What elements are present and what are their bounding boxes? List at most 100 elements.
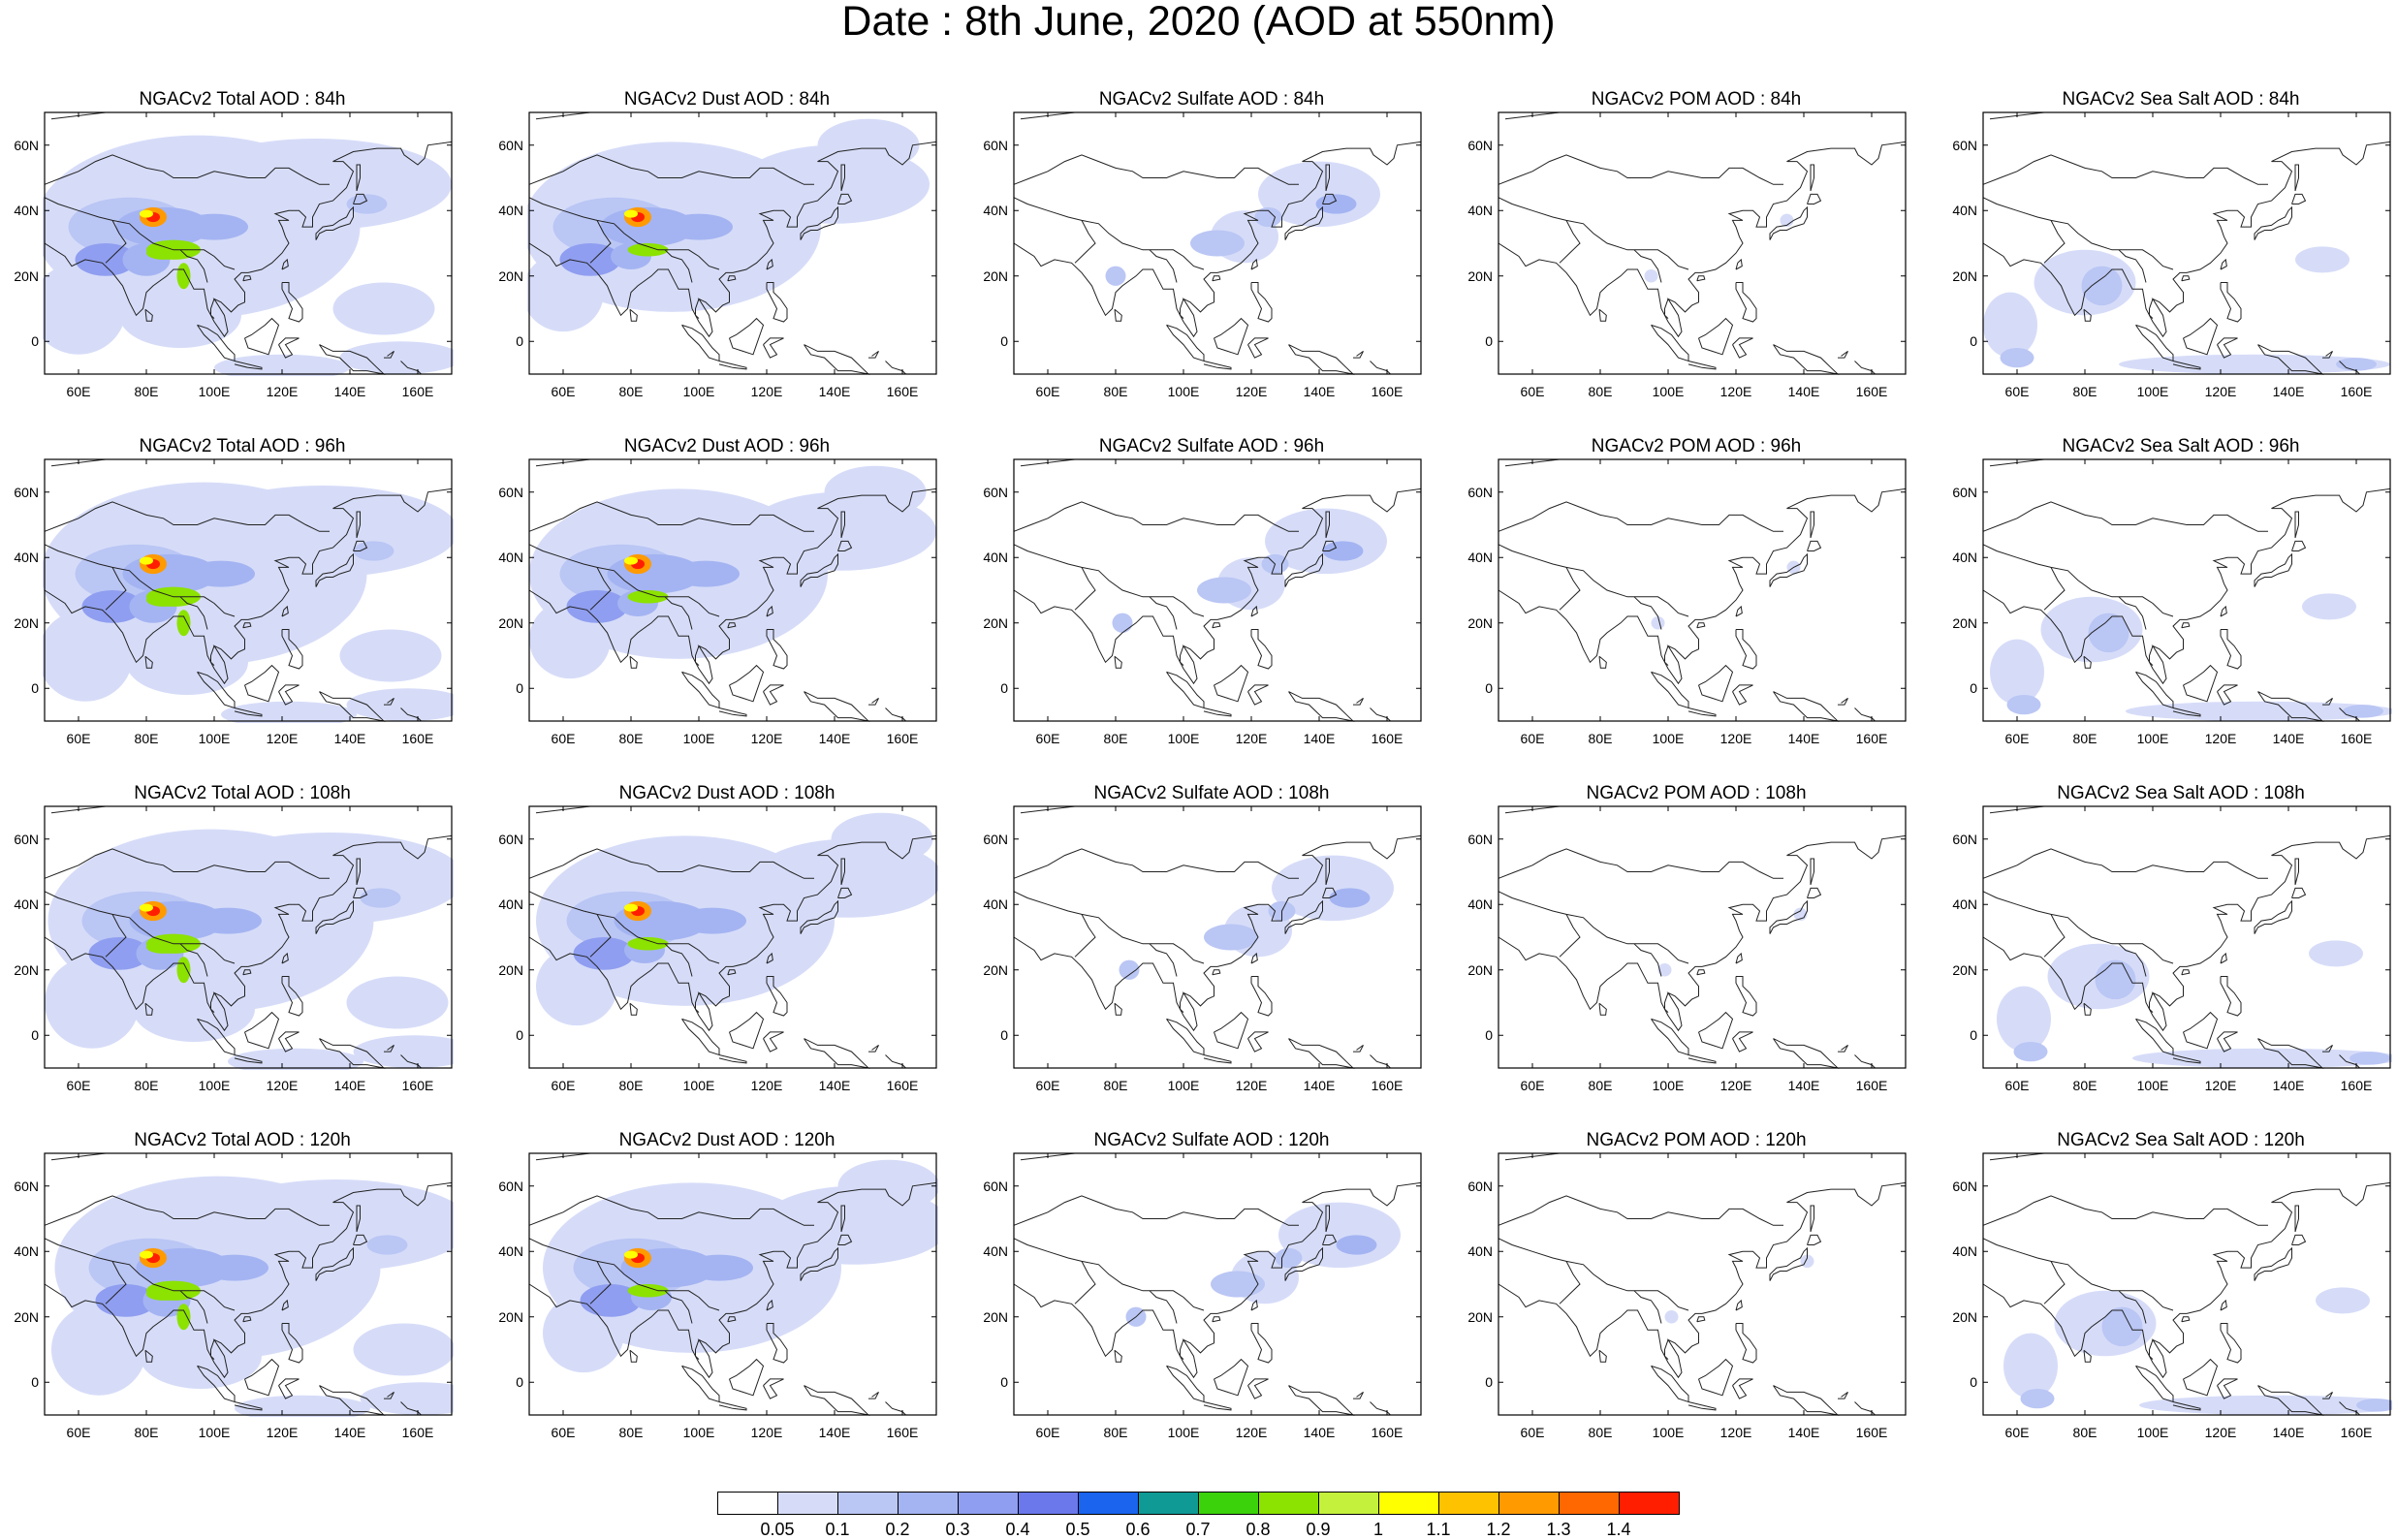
- lon-tick-label: 80E: [2072, 731, 2097, 746]
- aod-map: [43, 111, 454, 376]
- aod-field-plume: [140, 556, 153, 565]
- coastline: [234, 707, 263, 717]
- lon-tick-label: 120E: [750, 384, 783, 399]
- lat-tick-label: 60N: [983, 831, 1008, 847]
- aod-field-background: [353, 1323, 454, 1376]
- aod-field-plume: [573, 937, 635, 970]
- coastline: [1773, 1038, 1840, 1069]
- aod-field-plume: [1336, 1235, 1377, 1255]
- coastline: [1250, 258, 1258, 270]
- lon-tick-label: 60E: [1035, 731, 1060, 746]
- coastline: [1854, 1401, 1876, 1416]
- coastline: [2254, 1246, 2292, 1281]
- colorbar-swatch: [1018, 1492, 1079, 1515]
- lon-tick-label: 140E: [2272, 1078, 2305, 1093]
- panel-title: NGACv2 Sulfate AOD : 108h: [1093, 783, 1330, 803]
- coastline: [1250, 952, 1258, 964]
- coastline: [1166, 324, 1205, 362]
- lat-tick-label: 20N: [1467, 1308, 1493, 1325]
- lat-tick-label: 20N: [983, 267, 1008, 284]
- lat-tick-label: 40N: [1467, 203, 1493, 219]
- coastline: [1013, 834, 1422, 1032]
- aod-field-background: [43, 263, 126, 355]
- lon-tick-label: 120E: [266, 384, 299, 399]
- coastline: [2294, 164, 2299, 192]
- panel-title: NGACv2 Total AOD : 96h: [139, 436, 346, 456]
- lon-tick-label: 100E: [1652, 1078, 1685, 1093]
- coastline: [1166, 1018, 1205, 1056]
- lat-tick-label: 60N: [1467, 137, 1493, 153]
- lat-tick-label: 40N: [983, 896, 1008, 913]
- coastline: [1013, 501, 1299, 532]
- coastline: [2118, 596, 2147, 630]
- lat-tick-label: 20N: [14, 1308, 39, 1325]
- aod-field-background: [43, 610, 133, 702]
- aod-field-background: [228, 1048, 363, 1070]
- coastline: [528, 1238, 720, 1311]
- lon-tick-label: 160E: [886, 1078, 919, 1093]
- coastline: [1020, 1152, 1099, 1161]
- coastline: [1838, 1391, 1848, 1399]
- colorbar-label: 1.1: [1426, 1520, 1451, 1539]
- lat-tick-label: 60N: [1952, 137, 1977, 153]
- aod-map: [1982, 111, 2391, 375]
- aod-field-plume: [176, 263, 191, 290]
- coastline: [727, 1316, 737, 1323]
- coastline: [353, 887, 368, 898]
- lat-tick-label: 40N: [1467, 1243, 1493, 1260]
- coastline: [885, 1401, 906, 1416]
- coastline: [729, 317, 765, 356]
- coastline: [1769, 899, 1808, 934]
- coastline: [1214, 317, 1249, 356]
- coastline: [766, 629, 788, 670]
- coastline: [1498, 1238, 1689, 1311]
- coastline: [2083, 655, 2092, 669]
- aod-map: [527, 111, 937, 375]
- lat-tick-label: 40N: [983, 1243, 1008, 1260]
- panel-title: NGACv2 Dust AOD : 120h: [618, 1130, 836, 1150]
- aod-field-background: [133, 976, 255, 1042]
- coastline: [718, 361, 747, 370]
- coastline: [315, 205, 354, 240]
- panel-title: NGACv2 Sulfate AOD : 96h: [1098, 436, 1325, 456]
- coastline: [197, 324, 236, 362]
- lat-tick-label: 20N: [983, 961, 1008, 978]
- lat-tick-label: 20N: [1467, 267, 1493, 284]
- aod-field-plume: [1651, 616, 1665, 630]
- coastline: [2149, 992, 2154, 1013]
- coastline: [1769, 1246, 1808, 1281]
- map-panel-pom-96h: NGACv2 POM AOD : 96h 60N 40N 20N 0 60E 80E 100E…: [1454, 436, 1939, 780]
- lat-tick-label: 60N: [14, 484, 39, 500]
- coastline: [179, 596, 208, 630]
- coastline: [244, 1358, 280, 1397]
- coastline: [1773, 344, 1840, 375]
- coastline: [1322, 193, 1338, 204]
- coastline: [315, 552, 354, 587]
- colorbar-swatch: [1318, 1492, 1379, 1515]
- lon-tick-label: 120E: [266, 1078, 299, 1093]
- colorbar-label: 1.2: [1486, 1520, 1511, 1539]
- coastline: [242, 622, 252, 629]
- coastline: [1498, 1195, 1783, 1226]
- coastline: [1696, 969, 1706, 976]
- panel-title: NGACv2 Sea Salt AOD : 84h: [2062, 89, 2300, 110]
- aod-field-plume: [1322, 541, 1364, 561]
- panel-title: NGACv2 Dust AOD : 84h: [623, 89, 831, 110]
- coastline: [1498, 834, 1907, 1032]
- coastline: [800, 205, 838, 240]
- aod-field-plume: [353, 541, 394, 561]
- coastline: [1687, 361, 1717, 370]
- coastline: [1114, 655, 1122, 669]
- aod-field-background: [346, 688, 454, 721]
- coastline: [2183, 1011, 2219, 1050]
- coastline: [242, 1316, 252, 1323]
- lon-tick-label: 120E: [1719, 384, 1752, 399]
- aod-map: [1982, 805, 2392, 1069]
- lat-tick-label: 0: [31, 333, 39, 350]
- colorbar-label: 0.7: [1185, 1520, 1211, 1539]
- coastline: [1212, 275, 1221, 282]
- coastline: [2043, 567, 2066, 611]
- coastline: [528, 487, 937, 685]
- colorbar-swatch: [1198, 1492, 1259, 1515]
- coastline: [1838, 350, 1848, 359]
